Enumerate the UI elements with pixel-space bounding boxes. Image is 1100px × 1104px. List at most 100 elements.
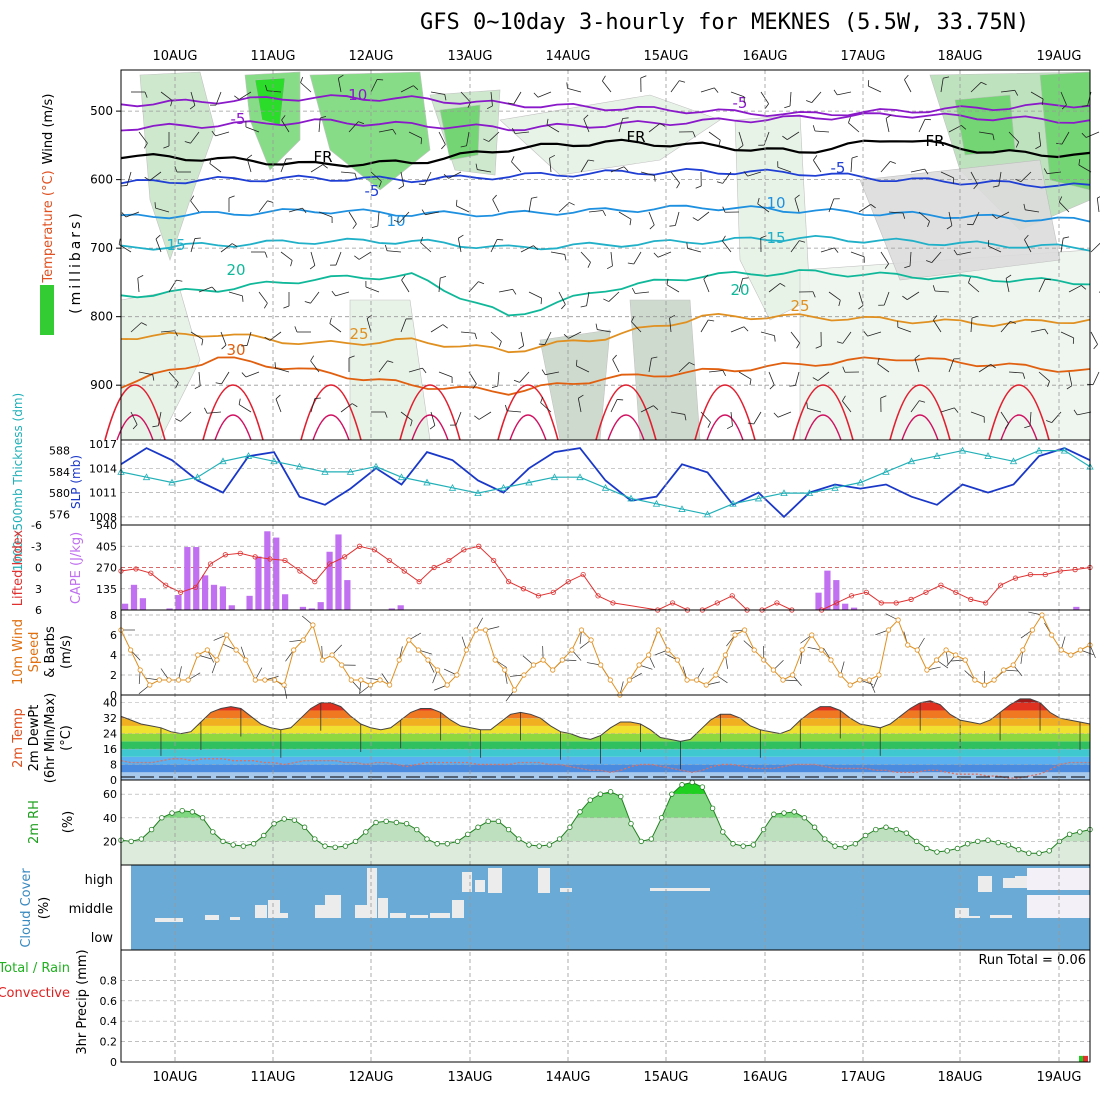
wind-speed-marker xyxy=(877,673,881,677)
wind-speed-marker xyxy=(435,668,439,672)
rh-marker xyxy=(1078,830,1083,835)
wind-speed-marker xyxy=(1078,648,1082,652)
wind-speed-marker xyxy=(253,678,257,682)
wind-speed-marker xyxy=(858,678,862,682)
rh-marker xyxy=(160,815,165,820)
cloud-gap xyxy=(560,888,572,892)
contour-label: -10 xyxy=(343,86,368,104)
cape-tick-label-405: 405 xyxy=(96,540,117,553)
date-label-top-11AUG: 11AUG xyxy=(250,49,295,64)
wind-speed-marker xyxy=(742,628,746,632)
wind-speed-marker xyxy=(992,678,996,682)
rh-marker xyxy=(986,838,991,843)
rh-marker xyxy=(537,844,542,849)
rh-tick-label-40: 40 xyxy=(103,812,117,825)
rh-marker xyxy=(629,821,634,826)
precip-tick-label-0.2: 0.2 xyxy=(100,1036,118,1049)
wind-speed-marker xyxy=(493,658,497,662)
wind-speed-marker xyxy=(541,658,545,662)
wind-barb xyxy=(1091,332,1098,344)
rh-marker xyxy=(364,830,369,835)
cloud-gap xyxy=(315,905,325,918)
wind-barb-flag xyxy=(119,239,120,245)
cloud-gap xyxy=(475,880,485,892)
wind-speed-marker xyxy=(176,678,180,682)
wind-speed-marker xyxy=(282,683,286,687)
rh-marker xyxy=(853,841,858,846)
wind-speed-marker xyxy=(1040,613,1044,617)
wind-speed-marker xyxy=(311,623,315,627)
wind-speed-marker xyxy=(570,648,574,652)
wind-barb-flag xyxy=(195,238,201,239)
contour-label: -5 xyxy=(231,110,246,128)
cape-tick-label-135: 135 xyxy=(96,583,117,596)
date-label-top-18AUG: 18AUG xyxy=(937,49,982,64)
temp-tick-label-24: 24 xyxy=(103,728,117,741)
wind-speed-marker xyxy=(186,678,190,682)
rh-marker xyxy=(731,841,736,846)
cloud-gap xyxy=(378,898,388,918)
cloud-gap xyxy=(978,876,992,892)
rh-marker xyxy=(690,780,695,785)
wind-speed-marker xyxy=(637,663,641,667)
cape-bar xyxy=(229,605,235,610)
date-label-top-15AUG: 15AUG xyxy=(643,49,688,64)
rh-marker xyxy=(772,812,777,817)
precip-tick-label-0.6: 0.6 xyxy=(100,995,118,1008)
wind-speed-marker xyxy=(522,673,526,677)
cloud-gap xyxy=(452,900,464,918)
cloud-gap xyxy=(325,895,341,918)
thickness-tick-label-580: 580 xyxy=(49,487,70,500)
precip-tick-label-0: 0 xyxy=(110,1056,117,1069)
rh-marker xyxy=(598,792,603,797)
cape-bar xyxy=(184,547,190,610)
rh-marker xyxy=(833,844,838,849)
cape-bar xyxy=(282,594,288,610)
contour-label: 10 xyxy=(766,194,785,212)
cape-bar xyxy=(833,580,839,610)
rh-marker xyxy=(914,839,919,844)
temp-axis-label-part: 2m Temp xyxy=(11,708,26,768)
wind-speed-marker xyxy=(685,678,689,682)
cape-bar xyxy=(131,585,137,610)
wind-speed-marker xyxy=(531,663,535,667)
date-label-bottom-12AUG: 12AUG xyxy=(348,1070,393,1085)
rh-marker xyxy=(517,837,522,842)
date-label-top-12AUG: 12AUG xyxy=(348,49,393,64)
wind-speed-marker xyxy=(339,663,343,667)
cloud-gap xyxy=(430,913,450,918)
wind-axis-label-part: 10m Wind xyxy=(11,619,26,685)
rh-marker xyxy=(976,839,981,844)
wind-tick-label-4: 4 xyxy=(110,649,117,662)
rh-marker xyxy=(506,827,511,832)
wind-speed-marker xyxy=(474,628,478,632)
contour-label: 25 xyxy=(349,325,368,343)
date-label-bottom-10AUG: 10AUG xyxy=(152,1070,197,1085)
cloud-gap xyxy=(690,888,710,891)
wind-speed-marker xyxy=(752,648,756,652)
rh-marker xyxy=(374,820,379,825)
rh-marker xyxy=(578,810,583,815)
wind-speed-marker xyxy=(445,683,449,687)
wind-speed-marker xyxy=(167,678,171,682)
rh-marker xyxy=(180,808,185,813)
run-total-label: Run Total = 0.06 xyxy=(978,953,1086,968)
cloud-gap xyxy=(1003,878,1015,888)
pressure-tick-label-600: 600 xyxy=(90,173,113,187)
wind-speed-marker xyxy=(426,658,430,662)
slp-tick-label-1011: 1011 xyxy=(89,487,117,500)
rh-marker xyxy=(353,839,358,844)
date-label-bottom-19AUG: 19AUG xyxy=(1036,1070,1081,1085)
wind-speed-marker xyxy=(704,683,708,687)
wind-speed-marker xyxy=(407,638,411,642)
wind-speed-marker xyxy=(714,673,718,677)
contour-label: FR xyxy=(313,148,332,166)
wind-speed-marker xyxy=(896,618,900,622)
rh-marker xyxy=(292,818,297,823)
cloud-gap xyxy=(155,918,183,922)
temp-tick-label-16: 16 xyxy=(103,743,117,756)
temp-tick-label-8: 8 xyxy=(110,759,117,772)
rh-marker xyxy=(680,782,685,787)
wind-barb xyxy=(1091,242,1100,252)
